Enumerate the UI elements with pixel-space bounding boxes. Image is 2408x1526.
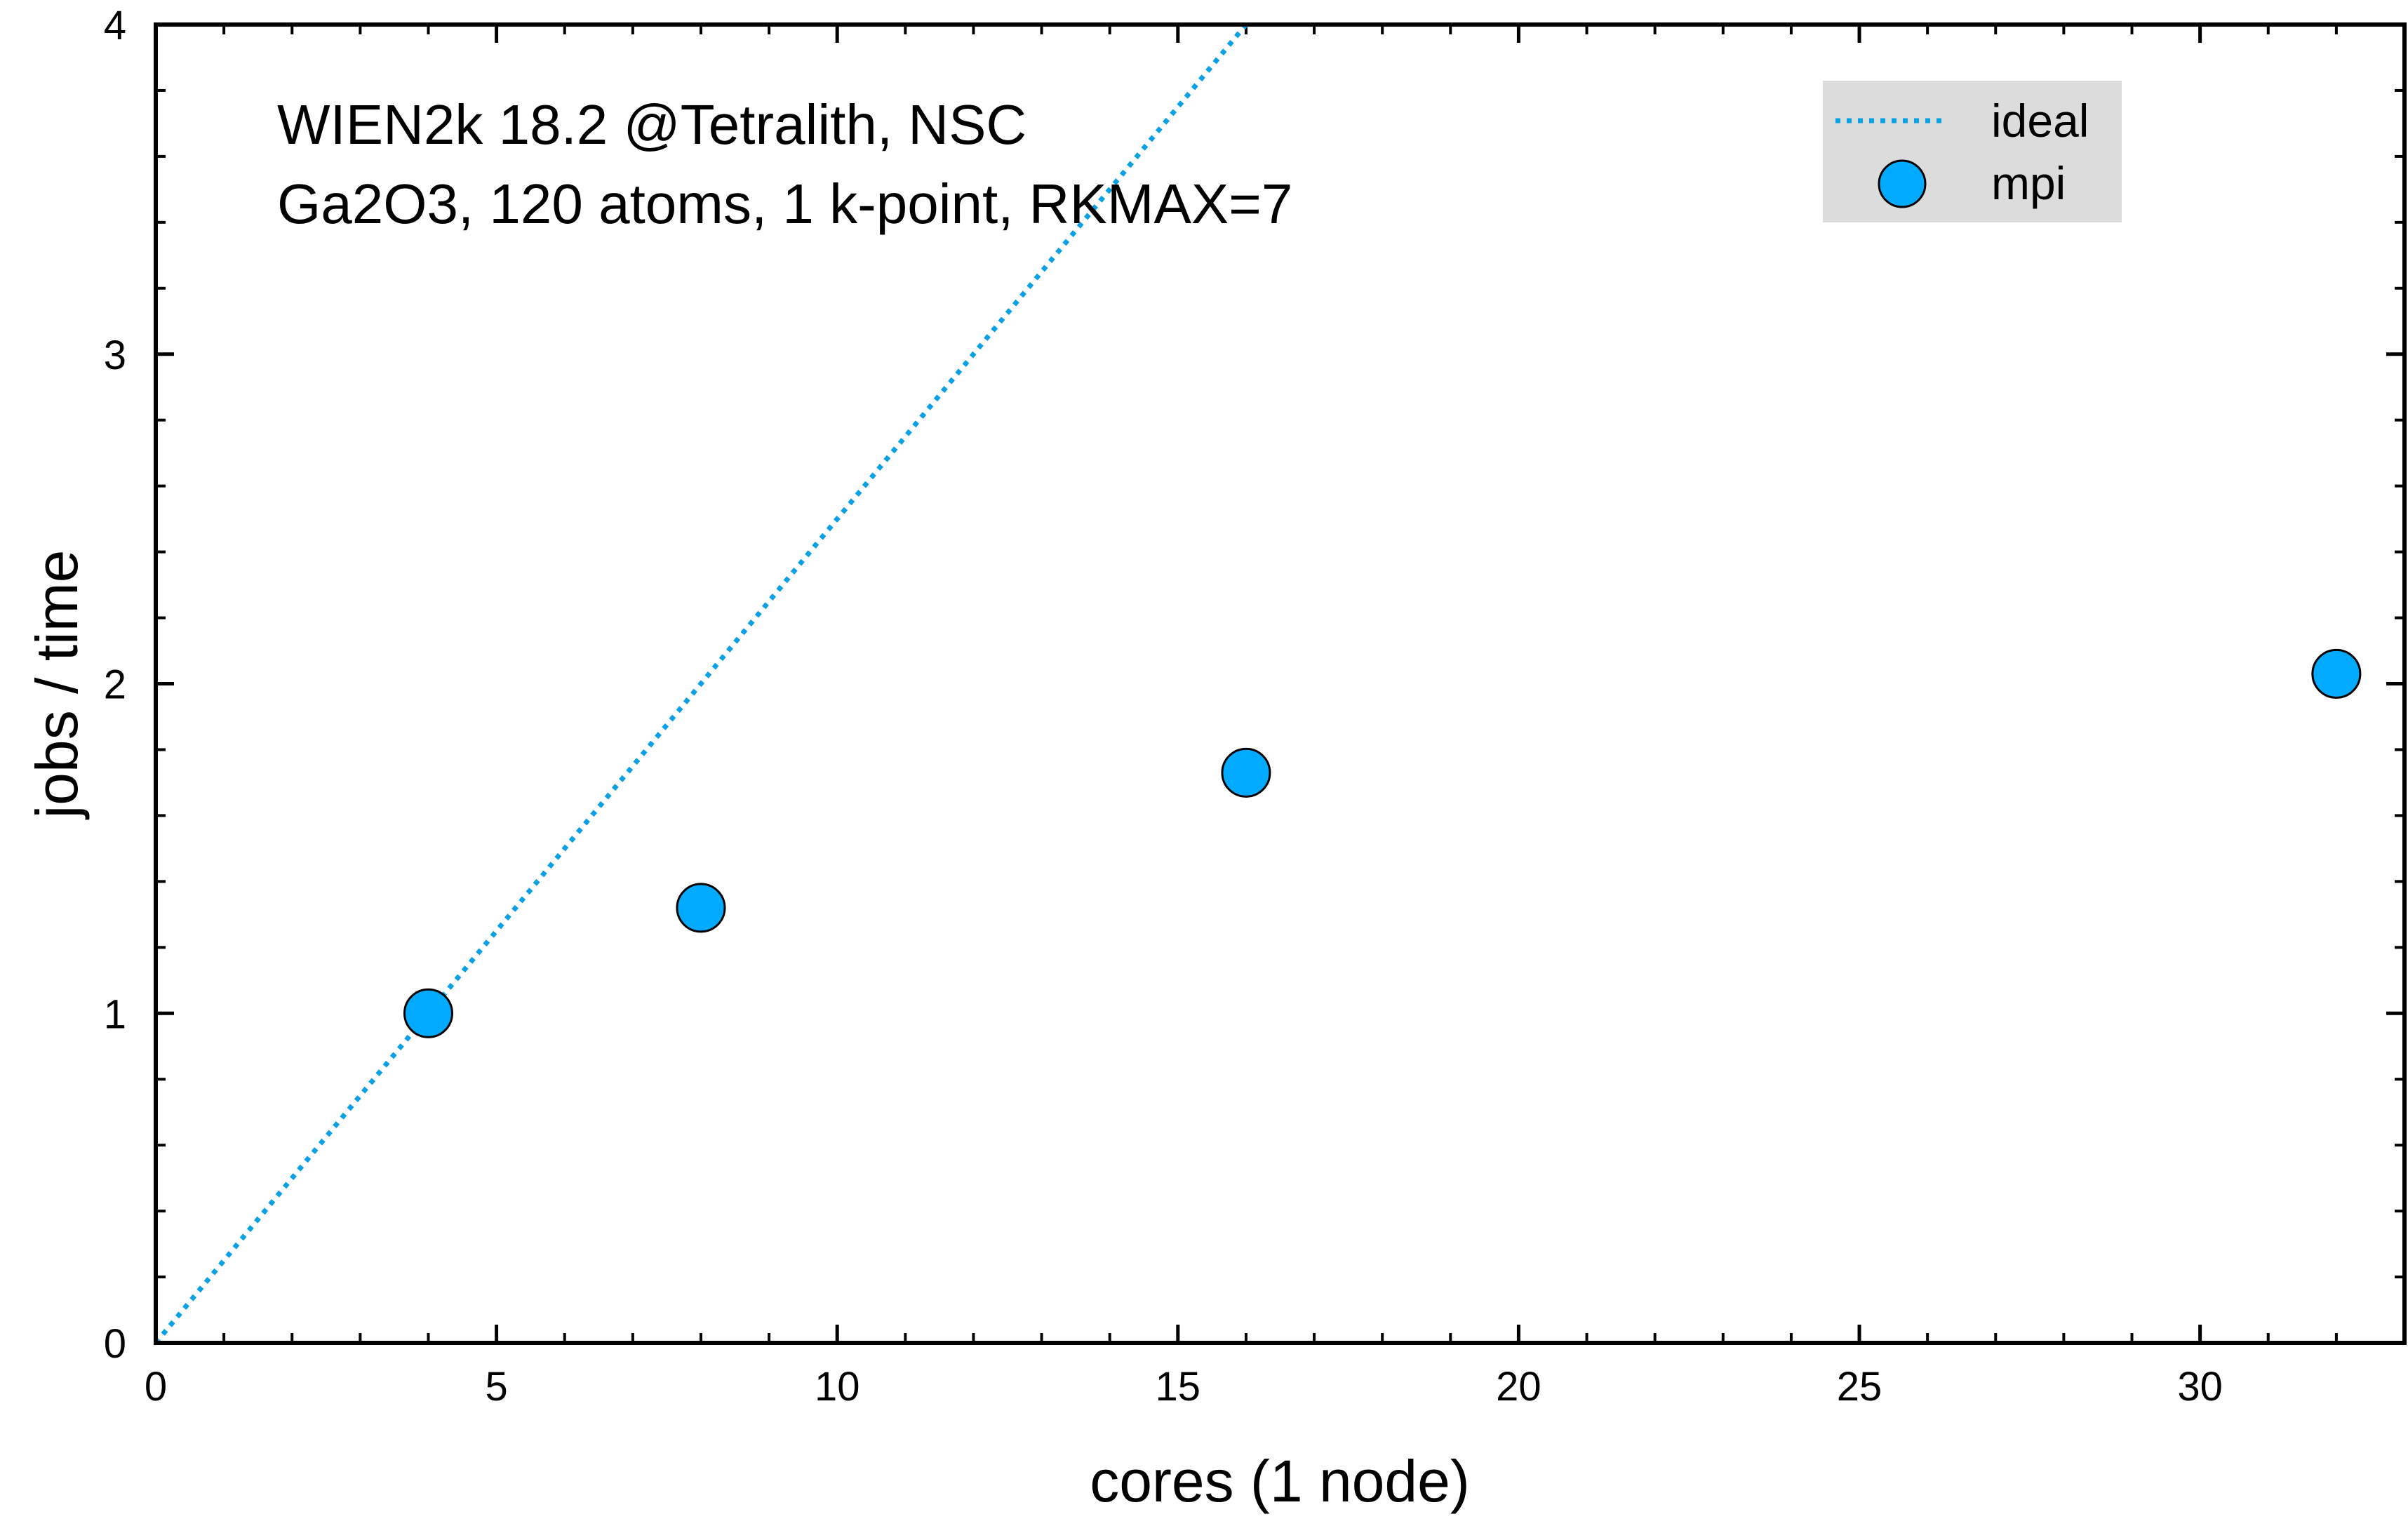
mpi-point bbox=[403, 988, 453, 1038]
x-axis-title: cores (1 node) bbox=[1090, 1448, 1470, 1514]
legend: ideal mpi bbox=[1823, 81, 2122, 222]
y-tick-label: 0 bbox=[104, 1321, 126, 1367]
ideal-line bbox=[156, 25, 1250, 1343]
mpi-point bbox=[2311, 648, 2362, 699]
x-tick-label: 15 bbox=[1156, 1364, 1201, 1410]
annotation-line-1: WIEN2k 18.2 @Tetralith, NSC bbox=[277, 93, 1026, 156]
mpi-point bbox=[676, 883, 726, 933]
y-tick-label: 4 bbox=[104, 3, 126, 48]
x-tick-label: 30 bbox=[2177, 1364, 2223, 1410]
x-tick-label: 10 bbox=[815, 1364, 860, 1410]
x-tick-label: 20 bbox=[1496, 1364, 1541, 1410]
legend-label-ideal: ideal bbox=[1991, 95, 2089, 147]
y-tick-label: 2 bbox=[104, 662, 126, 708]
legend-label-mpi: mpi bbox=[1991, 157, 2066, 209]
annotation-line-2: Ga2O3, 120 atoms, 1 k-point, RKMAX=7 bbox=[277, 173, 1292, 235]
axis-tick-labels: 0 5 10 15 20 25 30 0 1 2 3 4 bbox=[104, 3, 2223, 1410]
x-tick-label: 0 bbox=[145, 1364, 167, 1410]
plot-frame bbox=[154, 22, 2407, 1345]
y-tick-label: 3 bbox=[104, 333, 126, 378]
mpi-point bbox=[1221, 747, 1271, 798]
y-axis-title: jobs / time bbox=[24, 550, 90, 821]
legend-box bbox=[1823, 81, 2122, 222]
y-tick-label: 1 bbox=[104, 991, 126, 1037]
x-tick-label: 5 bbox=[485, 1364, 507, 1410]
series-layer bbox=[156, 25, 2362, 1343]
legend-mpi-marker bbox=[1878, 159, 1927, 208]
x-tick-label: 25 bbox=[1837, 1364, 1882, 1410]
